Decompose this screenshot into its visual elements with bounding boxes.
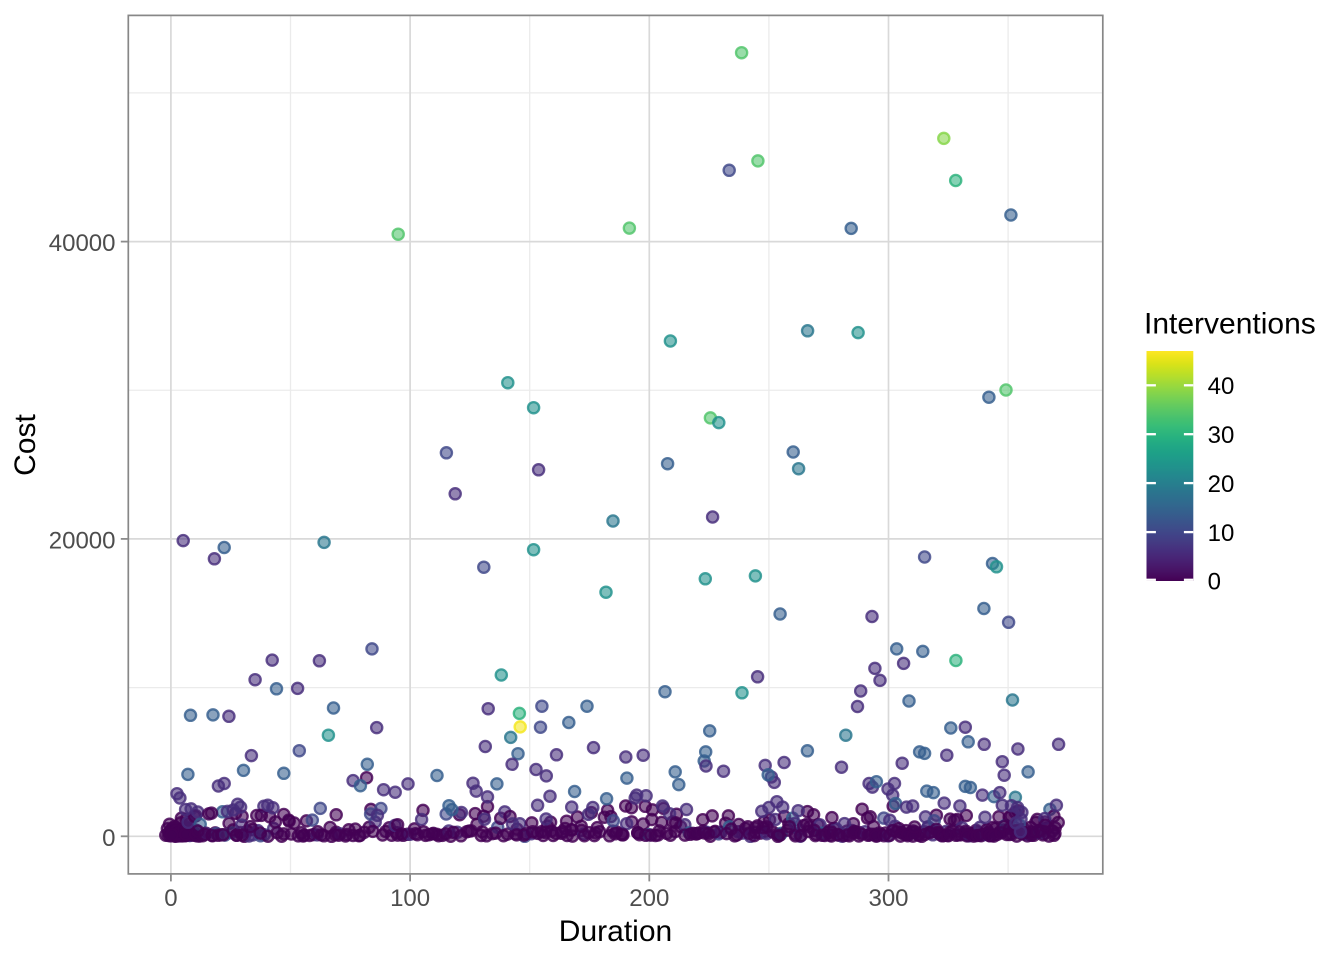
svg-text:300: 300 (868, 885, 908, 912)
svg-text:Duration: Duration (559, 915, 672, 948)
svg-text:20: 20 (1208, 471, 1235, 498)
svg-text:200: 200 (629, 885, 669, 912)
svg-text:0: 0 (102, 825, 115, 852)
svg-text:Cost: Cost (9, 413, 42, 475)
svg-text:0: 0 (1208, 569, 1221, 596)
svg-text:100: 100 (390, 885, 430, 912)
svg-text:20000: 20000 (49, 527, 116, 554)
svg-text:40000: 40000 (49, 230, 116, 257)
svg-text:30: 30 (1208, 422, 1235, 449)
svg-text:10: 10 (1208, 520, 1235, 547)
svg-text:0: 0 (164, 885, 177, 912)
svg-text:Interventions: Interventions (1144, 308, 1316, 341)
svg-text:40: 40 (1208, 373, 1235, 400)
